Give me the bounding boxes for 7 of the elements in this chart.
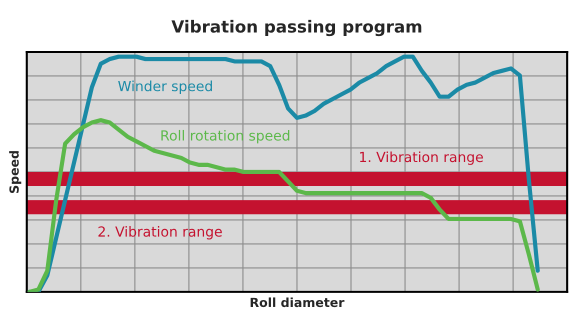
band-label: 2. Vibration range (98, 226, 222, 240)
series-label: Roll rotation speed (161, 130, 290, 144)
chart-title: Vibration passing program (171, 20, 422, 36)
band-label: 1. Vibration range (360, 151, 483, 165)
x-axis-title: Roll diameter (250, 297, 344, 308)
y-axis-title: Speed (9, 151, 22, 193)
series-label: Winder speed (118, 80, 212, 94)
